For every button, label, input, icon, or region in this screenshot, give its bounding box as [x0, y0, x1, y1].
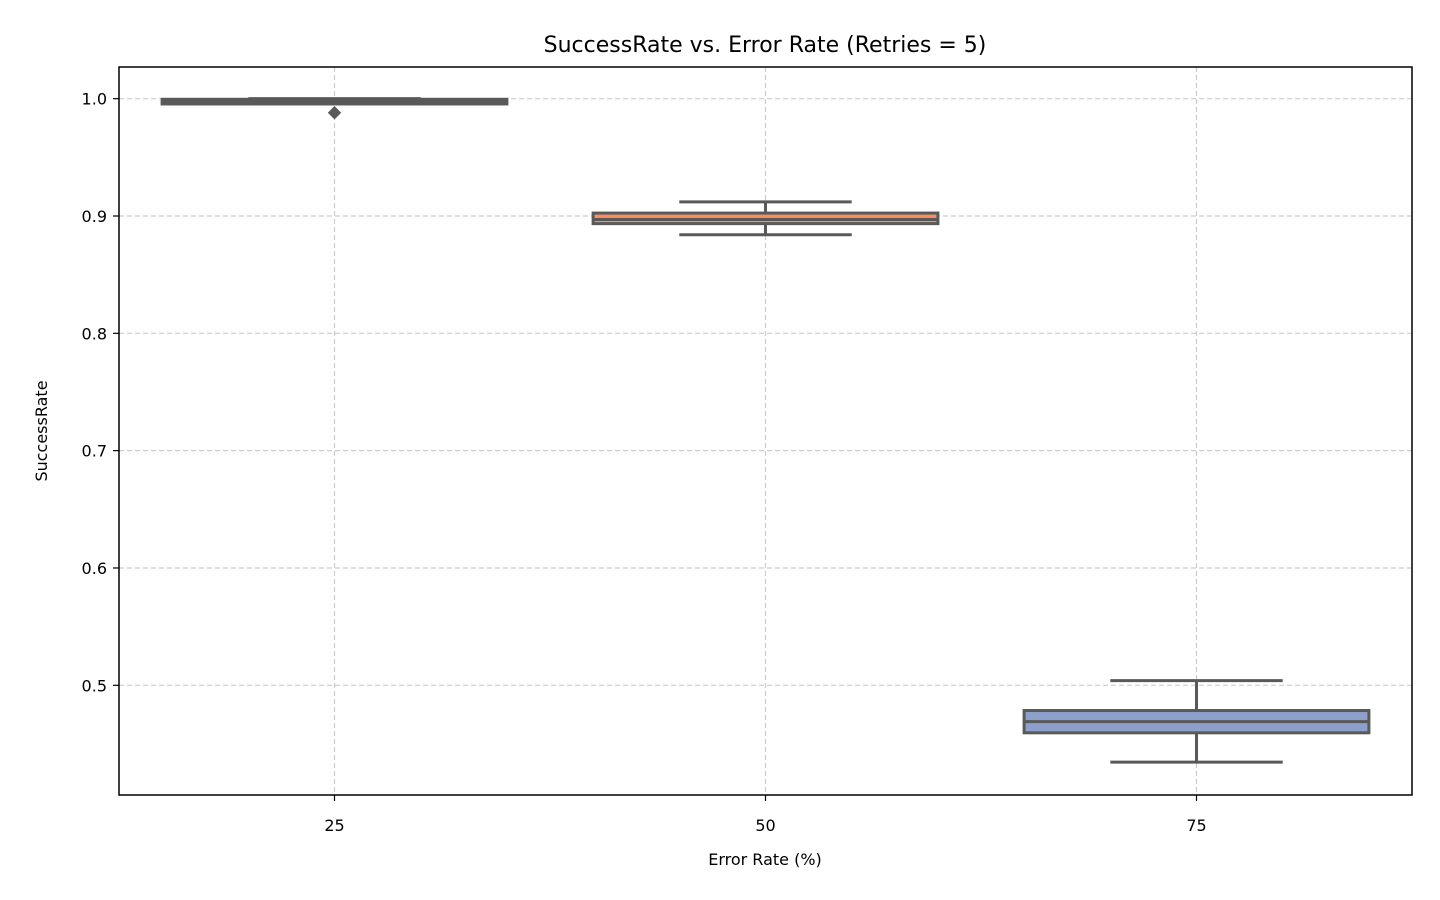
box-50: [591, 200, 940, 237]
y-tick-label: 0.6: [82, 559, 107, 578]
x-tick-label: 25: [324, 816, 344, 835]
y-axis-label: SuccessRate: [32, 380, 51, 481]
y-tick-label: 0.5: [82, 676, 107, 695]
axes: 0.5 0.6 0.7 0.8 0.9 1.0 25 50 75: [82, 90, 1207, 835]
box-25: [160, 97, 509, 120]
y-tick-label: 1.0: [82, 90, 107, 109]
y-tick-label: 0.7: [82, 442, 107, 461]
y-tick-label: 0.9: [82, 207, 107, 226]
grid: [119, 67, 1412, 795]
y-tick-label: 0.8: [82, 324, 107, 343]
outlier-point: [327, 106, 342, 120]
x-axis-label: Error Rate (%): [708, 850, 822, 869]
box-75: [1022, 679, 1371, 764]
x-tick-label: 50: [755, 816, 775, 835]
x-tick-label: 75: [1186, 816, 1206, 835]
chart-title: SuccessRate vs. Error Rate (Retries = 5): [544, 33, 987, 58]
boxes: [160, 97, 1371, 764]
